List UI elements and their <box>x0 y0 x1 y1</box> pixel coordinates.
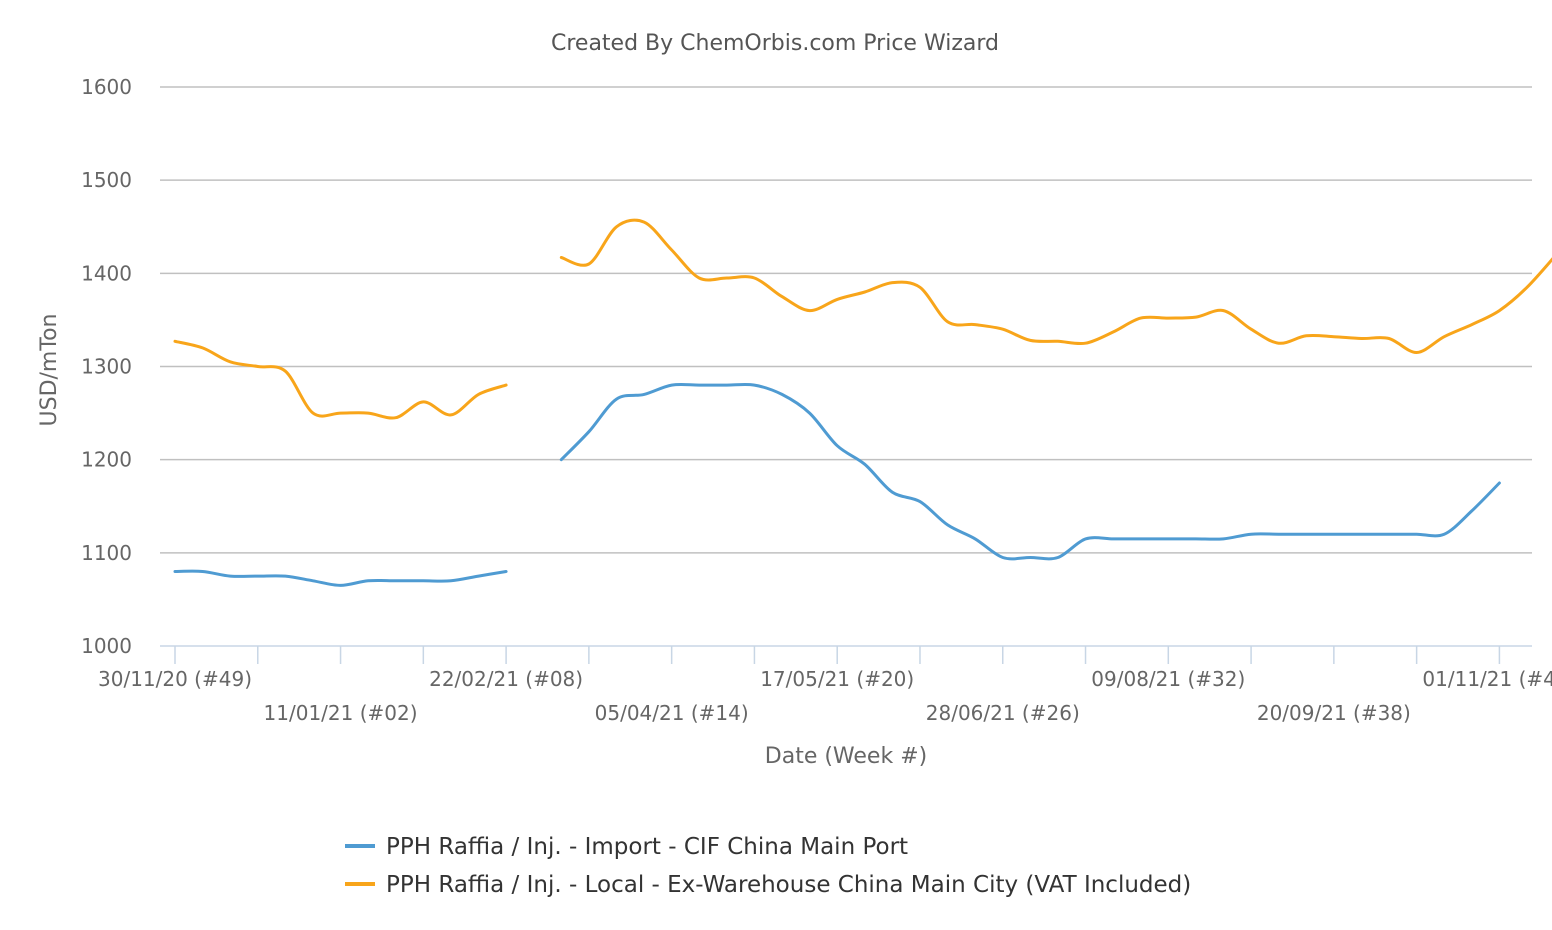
series-line <box>559 218 1552 355</box>
x-tick-label: 28/06/21 (#26) <box>926 701 1080 725</box>
x-tick-label: 05/04/21 (#14) <box>595 701 749 725</box>
series-line <box>173 339 508 420</box>
grid-layer <box>160 86 1532 554</box>
y-tick-label: 1600 <box>81 75 132 99</box>
x-axis-title: Date (Week #) <box>765 744 927 769</box>
y-tick-label: 1300 <box>81 355 132 379</box>
x-tick-label: 22/02/21 (#08) <box>429 667 583 691</box>
legend-item[interactable]: PPH Raffia / Inj. - Local - Ex-Warehouse… <box>345 872 1191 898</box>
y-tick-label: 1400 <box>81 261 132 285</box>
x-tick-label: 17/05/21 (#20) <box>760 667 914 691</box>
x-tick-label: 20/09/21 (#38) <box>1257 701 1411 725</box>
y-axis: 1000 1100 1200 1300 1400 1500 1600 <box>81 75 132 658</box>
y-tick-label: 1100 <box>81 541 132 565</box>
x-tick-label: 09/08/21 (#32) <box>1091 667 1245 691</box>
x-axis: 30/11/20 (#49) 11/01/21 (#02) 22/02/21 (#0… <box>98 645 1552 725</box>
legend-label: PPH Raffia / Inj. - Local - Ex-Warehouse… <box>386 872 1191 898</box>
x-tick-label: 30/11/20 (#49) <box>98 667 252 691</box>
series-line <box>559 382 1501 561</box>
x-tick-label: 11/01/21 (#02) <box>264 701 418 725</box>
y-axis-title: USD/mTon <box>37 314 62 427</box>
y-tick-label: 1000 <box>81 634 132 658</box>
legend-label: PPH Raffia / Inj. - Import - CIF China M… <box>386 834 908 860</box>
series-2 <box>173 218 1552 420</box>
series-1 <box>173 382 1501 587</box>
series-layer <box>173 218 1552 587</box>
series-line <box>173 569 508 587</box>
y-tick-label: 1200 <box>81 448 132 472</box>
x-tick-label: 01/11/21 (#44) <box>1422 667 1552 691</box>
chart-title: Created By ChemOrbis.com Price Wizard <box>551 31 999 56</box>
legend-item[interactable]: PPH Raffia / Inj. - Import - CIF China M… <box>345 834 908 860</box>
legend[interactable]: PPH Raffia / Inj. - Import - CIF China M… <box>345 834 1191 898</box>
y-tick-label: 1500 <box>81 168 132 192</box>
